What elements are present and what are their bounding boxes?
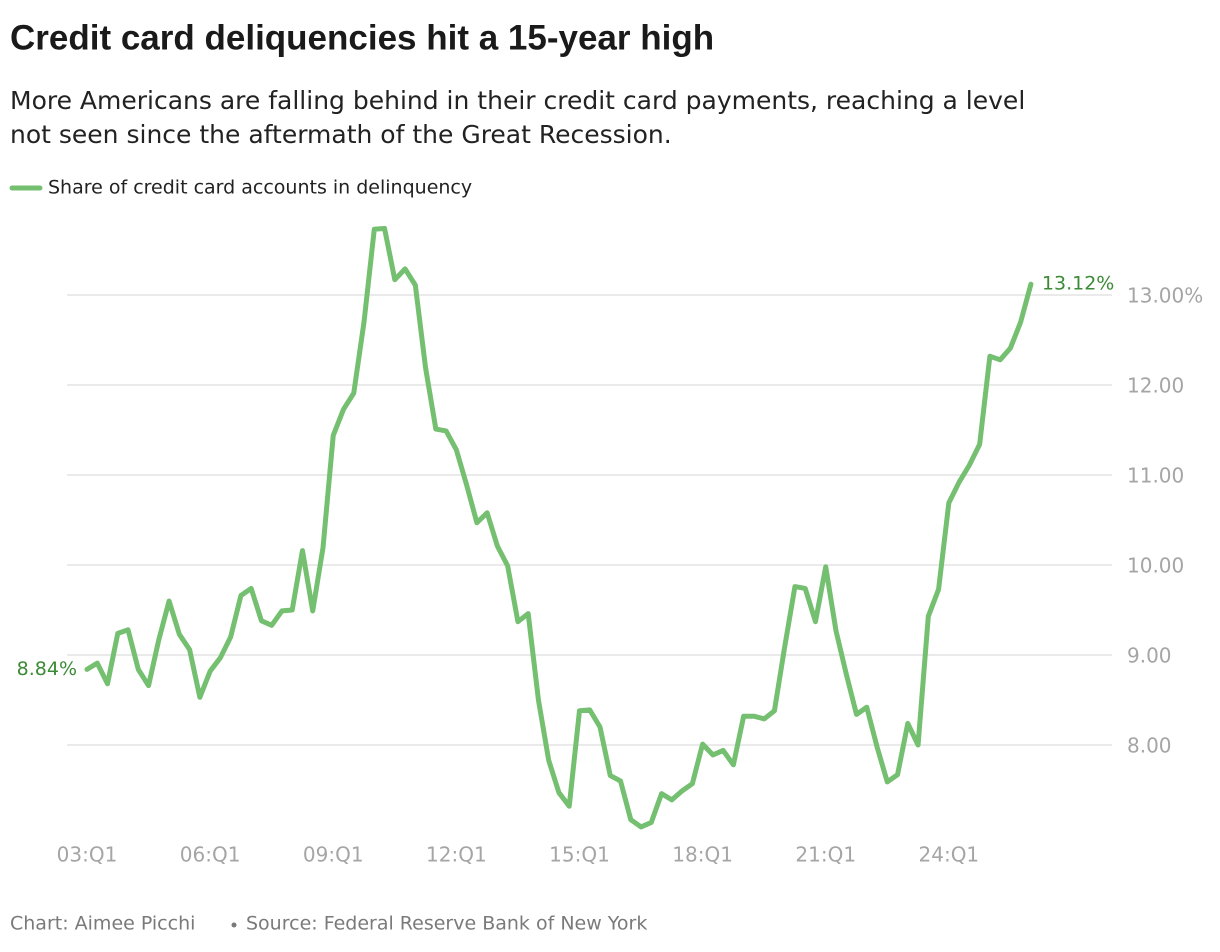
- x-tick-label: 03:Q1: [57, 843, 118, 867]
- credit: Chart: Aimee Picchi: [10, 913, 195, 935]
- y-tick-label: 11.00: [1127, 464, 1184, 488]
- x-tick-label: 18:Q1: [672, 843, 733, 867]
- y-tick-label: 9.00: [1127, 644, 1172, 668]
- x-tick-label: 21:Q1: [795, 843, 856, 867]
- x-tick-label: 06:Q1: [180, 843, 241, 867]
- y-tick-label: 12.00: [1127, 374, 1184, 398]
- subtitle: More Americans are falling behind in the…: [10, 86, 1025, 115]
- x-tick-label: 15:Q1: [549, 843, 610, 867]
- x-tick-label: 09:Q1: [303, 843, 364, 867]
- data-line: [84, 225, 1034, 830]
- value-label: 8.84%: [17, 658, 77, 680]
- legend-label: Share of credit card accounts in delinqu…: [48, 177, 472, 199]
- source: Source: Federal Reserve Bank of New York: [246, 913, 647, 935]
- y-tick-label: 13.00%: [1127, 284, 1203, 308]
- chart-title: Credit card deliquencies hit a 15-year h…: [10, 18, 714, 57]
- y-tick-label: 10.00: [1127, 554, 1184, 578]
- x-tick-label: 12:Q1: [426, 843, 487, 867]
- value-label: 13.12%: [1042, 273, 1114, 295]
- separator: [231, 922, 237, 928]
- subtitle: not seen since the aftermath of the Grea…: [10, 120, 672, 149]
- y-tick-label: 8.00: [1127, 734, 1172, 758]
- x-tick-label: 24:Q1: [919, 843, 980, 867]
